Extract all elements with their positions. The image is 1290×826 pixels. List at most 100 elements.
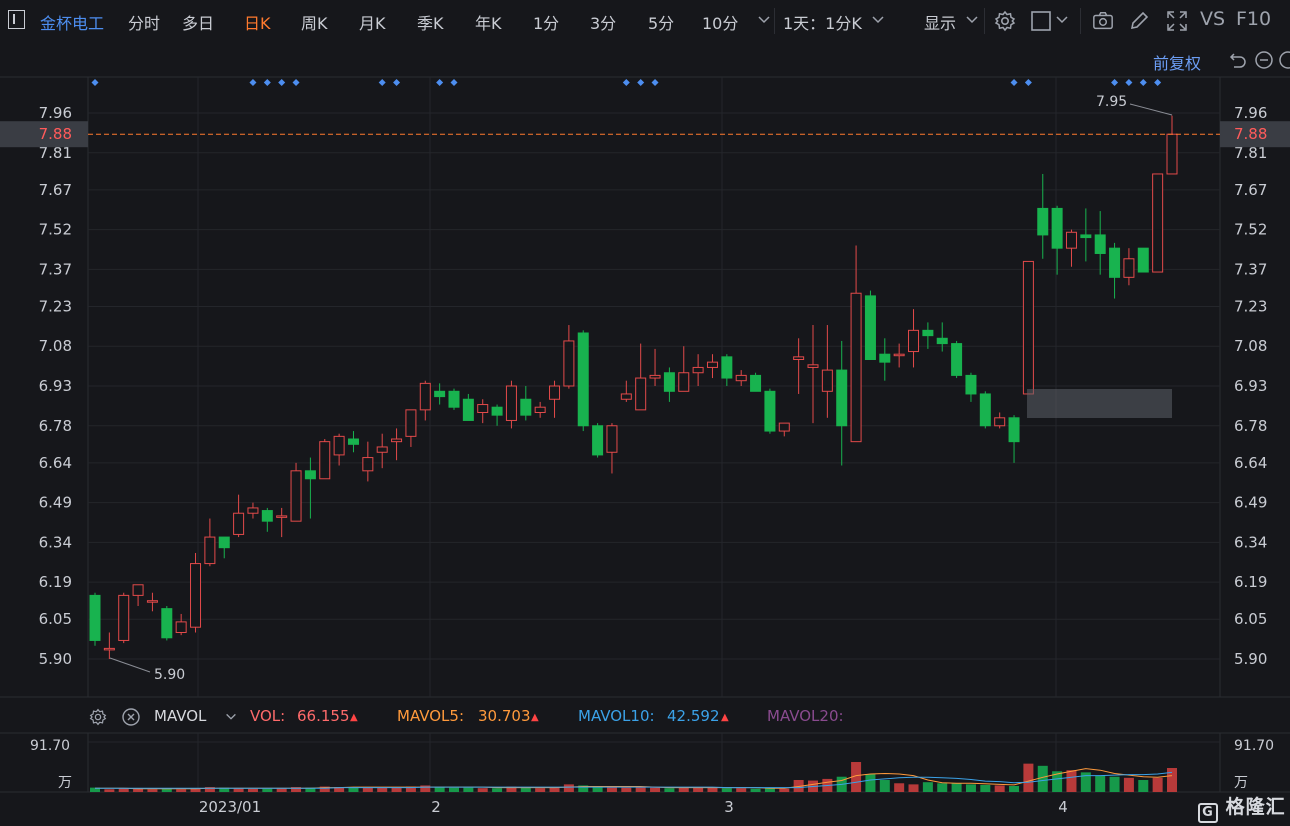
volume-bar — [190, 788, 201, 792]
vol-label: VOL: — [250, 707, 286, 725]
volume-bar — [1138, 780, 1149, 792]
tab-5min[interactable]: 5分 — [648, 14, 675, 33]
candle — [190, 552, 202, 633]
tab-10min[interactable]: 10分 — [702, 14, 739, 33]
tab-multi-day[interactable]: 多日 — [182, 14, 215, 33]
candle — [347, 431, 359, 453]
date-label: 2 — [431, 798, 441, 816]
candle — [419, 380, 431, 421]
volume-bar — [405, 786, 416, 792]
chevron-down-icon[interactable] — [756, 12, 778, 34]
candle — [965, 372, 977, 402]
volume-bar — [104, 789, 115, 792]
multi-period-select[interactable]: 1天：1分K — [783, 14, 862, 33]
indicator-bar: MAVOL VOL: 66.155 ▲ MAVOL5: 30.703 ▲ MAV… — [0, 703, 1290, 729]
event-markers[interactable] — [91, 79, 1162, 86]
volume-bar — [764, 787, 775, 792]
price-tick-left: 7.81 — [39, 144, 72, 162]
price-tick-left: 7.37 — [39, 260, 72, 278]
candle — [706, 354, 718, 379]
fullscreen-icon[interactable] — [1166, 10, 1188, 32]
volume-axis-max-left: 91.70 — [30, 738, 70, 754]
price-tick-right: 6.19 — [1234, 573, 1267, 591]
volume-bar — [291, 787, 302, 792]
tab-monthly-k[interactable]: 月K — [359, 14, 386, 33]
candle — [491, 404, 503, 426]
price-axis-left: 7.96 7.81 7.67 7.52 7.37 7.23 7.08 6.93 6.78 6.64… — [39, 104, 72, 668]
mavol5-label: MAVOL5: — [397, 707, 465, 725]
tab-intraday[interactable]: 分时 — [128, 14, 161, 33]
chevron-down-icon[interactable] — [224, 710, 238, 724]
zoom-out-icon[interactable] — [1254, 50, 1274, 70]
candle — [1137, 247, 1149, 273]
volume-bar — [678, 787, 689, 792]
pencil-icon[interactable] — [1128, 10, 1150, 32]
candle — [505, 380, 517, 429]
volume-bar — [908, 784, 919, 792]
tab-1min[interactable]: 1分 — [533, 14, 560, 33]
volume-bar — [477, 788, 488, 792]
volume-axis-unit-right: 万 — [1234, 775, 1248, 791]
price-tick-right: 7.96 — [1234, 104, 1267, 122]
indicator-name[interactable]: MAVOL — [154, 707, 207, 725]
gear-icon[interactable] — [89, 708, 107, 726]
volume-bar — [865, 774, 876, 792]
volume-bar — [319, 786, 330, 792]
candle — [836, 340, 848, 466]
volume-bar — [879, 780, 890, 792]
camera-icon[interactable] — [1092, 10, 1114, 32]
tab-daily-k[interactable]: 日K — [244, 14, 271, 33]
candle — [462, 393, 474, 421]
volume-bar — [606, 787, 617, 792]
candle — [764, 388, 776, 434]
divider — [984, 8, 985, 34]
chevron-down-icon[interactable] — [1054, 12, 1076, 34]
event-marker-icon — [1154, 79, 1162, 86]
price-tick-right: 7.67 — [1234, 181, 1267, 199]
candle — [118, 592, 130, 644]
candle — [721, 354, 733, 386]
sidebar-toggle-icon[interactable] — [8, 10, 25, 29]
volume-bar — [1052, 771, 1063, 792]
event-marker-icon — [393, 79, 401, 86]
candle — [864, 290, 876, 360]
tab-weekly-k[interactable]: 周K — [301, 14, 328, 33]
chevron-down-icon[interactable] — [870, 12, 892, 34]
zoom-in-icon[interactable] — [1278, 50, 1290, 70]
vs-button[interactable]: VS — [1200, 8, 1226, 30]
mavol10-line — [95, 771, 1173, 789]
stock-name[interactable]: 金杯电工 — [40, 14, 105, 33]
candle — [592, 423, 604, 458]
candlestick-series — [89, 115, 1178, 659]
close-icon[interactable] — [122, 708, 140, 726]
tab-quarterly-k[interactable]: 季K — [417, 14, 444, 33]
price-tick-left: 6.64 — [39, 454, 72, 472]
price-tick-right: 6.05 — [1234, 610, 1267, 628]
display-button[interactable]: 显示 — [924, 14, 957, 33]
price-tick-right: 5.90 — [1234, 650, 1267, 668]
price-tick-left: 7.23 — [39, 297, 72, 315]
candle — [606, 423, 618, 474]
event-marker-icon — [378, 79, 386, 86]
candle — [979, 391, 991, 429]
candle — [276, 507, 288, 538]
volume-bar — [693, 787, 704, 792]
mavol20-label: MAVOL20: — [767, 707, 844, 725]
gear-icon[interactable] — [994, 10, 1016, 32]
f10-button[interactable]: F10 — [1236, 8, 1272, 30]
volume-bar — [635, 787, 646, 792]
volume-bar — [492, 788, 503, 792]
candle — [922, 322, 934, 349]
square-icon[interactable] — [1030, 10, 1052, 32]
candle — [161, 605, 173, 641]
candle — [577, 330, 589, 432]
candle — [319, 439, 331, 480]
adjust-mode-button[interactable]: 前复权 — [1153, 54, 1202, 73]
tab-yearly-k[interactable]: 年K — [475, 14, 502, 33]
tab-3min[interactable]: 3分 — [590, 14, 617, 33]
undo-icon[interactable] — [1228, 50, 1248, 70]
chevron-down-icon[interactable] — [964, 12, 986, 34]
volume-bar — [133, 788, 144, 792]
candle — [692, 354, 704, 386]
